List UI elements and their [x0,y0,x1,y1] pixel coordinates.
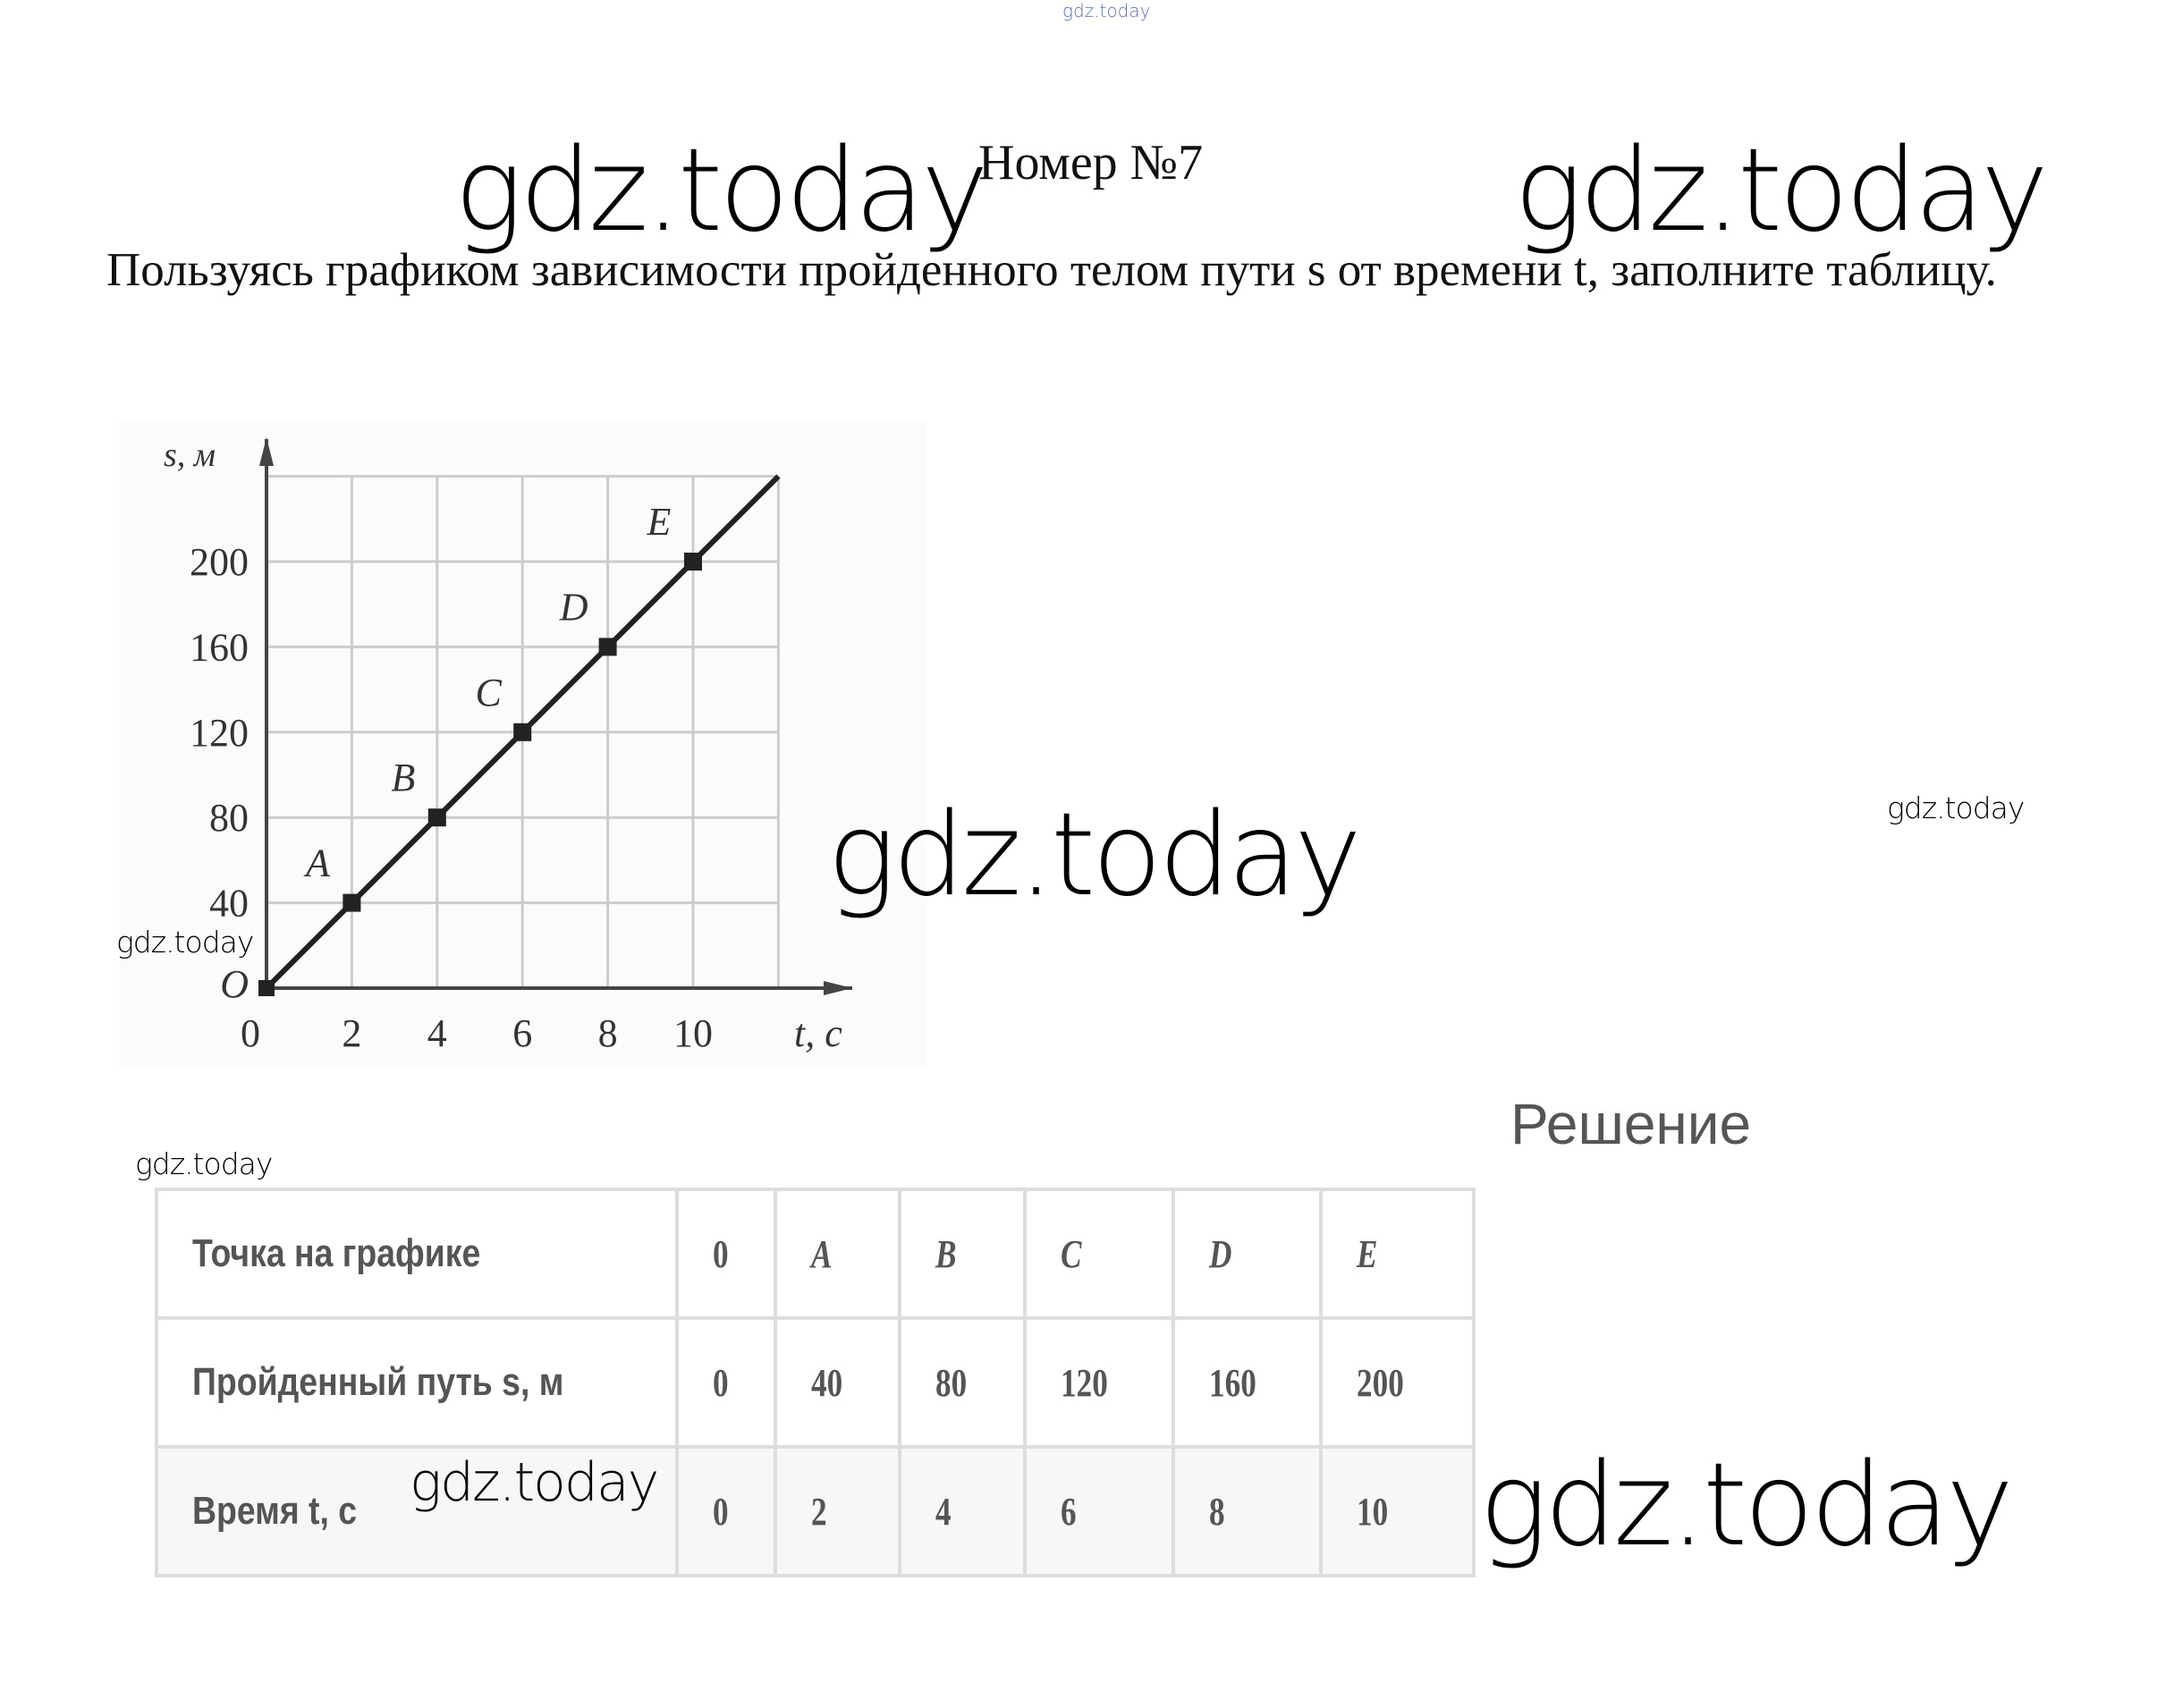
data-point [684,553,702,571]
point-label: B [391,756,415,799]
distance-time-chart: 0 2 4 6 8 10 40 80 120 160 200 Ot, с s, м A B C D E [119,421,926,1067]
x-tick-label: 8 [598,1011,618,1055]
x-axis-label: t, с [794,1011,842,1055]
x-tick-label: 2 [342,1011,361,1055]
x-axis-arrow-icon [824,981,852,995]
row-label: Точка на графике [192,1231,481,1275]
y-axis-arrow-icon [259,437,274,466]
row-label: Время t, с [192,1489,358,1533]
table-cell: E [1357,1231,1378,1276]
table-row-distance: Пройденный путь s, м 0 40 80 120 160 200 [155,1316,1476,1449]
y-tick-label: 80 [209,796,249,840]
task-text: Пользуясь графиком зависимости пройденно… [106,244,1997,296]
watermark: gdz.today [1479,1439,2014,1572]
table-cell: 2 [811,1489,827,1534]
origin-point [258,980,275,996]
watermark: gdz.today [1887,791,2025,825]
table-cell: 80 [935,1360,968,1405]
point-label: E [647,500,672,544]
table-cell: 40 [811,1360,843,1405]
y-axis-label: s, м [164,436,216,474]
point-label: A [303,841,331,885]
table-cell: 10 [1357,1489,1389,1534]
table-cell: 0 [713,1231,729,1276]
y-tick-label: 200 [190,540,249,584]
table-cell: D [1209,1231,1232,1276]
table-cell: 4 [935,1489,952,1534]
data-point [427,808,446,827]
watermark: gdz.today [454,124,989,258]
table-cell: A [811,1231,833,1276]
watermark: gdz.today [410,1451,659,1514]
table-cell: 0 [713,1489,729,1534]
table-cell: C [1061,1231,1082,1276]
x-tick-label: 6 [512,1011,532,1055]
answer-table: Точка на графике 0 A B C D E Пройденный … [155,1188,1476,1577]
watermark: gdz.today [827,789,1362,922]
y-tick-label: 120 [190,711,249,755]
data-point [598,638,617,656]
watermark-top: gdz.today [1062,0,1151,21]
watermark: gdz.today [1514,124,2049,258]
table-row-points: Точка на графике 0 A B C D E [155,1188,1476,1320]
table-cell: 6 [1061,1489,1077,1534]
watermark: gdz.today [135,1146,273,1181]
point-label: D [559,585,588,629]
data-point [513,723,532,741]
solution-heading: Решение [1510,1092,1752,1156]
table-cell: 120 [1061,1360,1108,1405]
point-label: C [476,671,503,714]
x-tick-label: 4 [427,1011,447,1055]
table-cell: 200 [1357,1360,1404,1405]
data-point [343,893,361,912]
origin-label: O [220,962,249,1006]
table-cell: 160 [1209,1360,1256,1405]
y-tick-label: 160 [190,625,249,669]
x-tick-label: 0 [241,1011,260,1055]
problem-number: Номер №7 [978,135,1204,190]
table-cell: 8 [1209,1489,1225,1534]
x-tick-label: 10 [673,1011,713,1055]
table-cell: B [935,1231,957,1276]
table-cell: 0 [713,1360,729,1405]
watermark: gdz.today [116,925,254,960]
table-row-time: Время t, с 0 2 4 6 8 10 [155,1445,1476,1577]
row-label: Пройденный путь s, м [192,1360,564,1404]
y-tick-label: 40 [209,882,249,926]
